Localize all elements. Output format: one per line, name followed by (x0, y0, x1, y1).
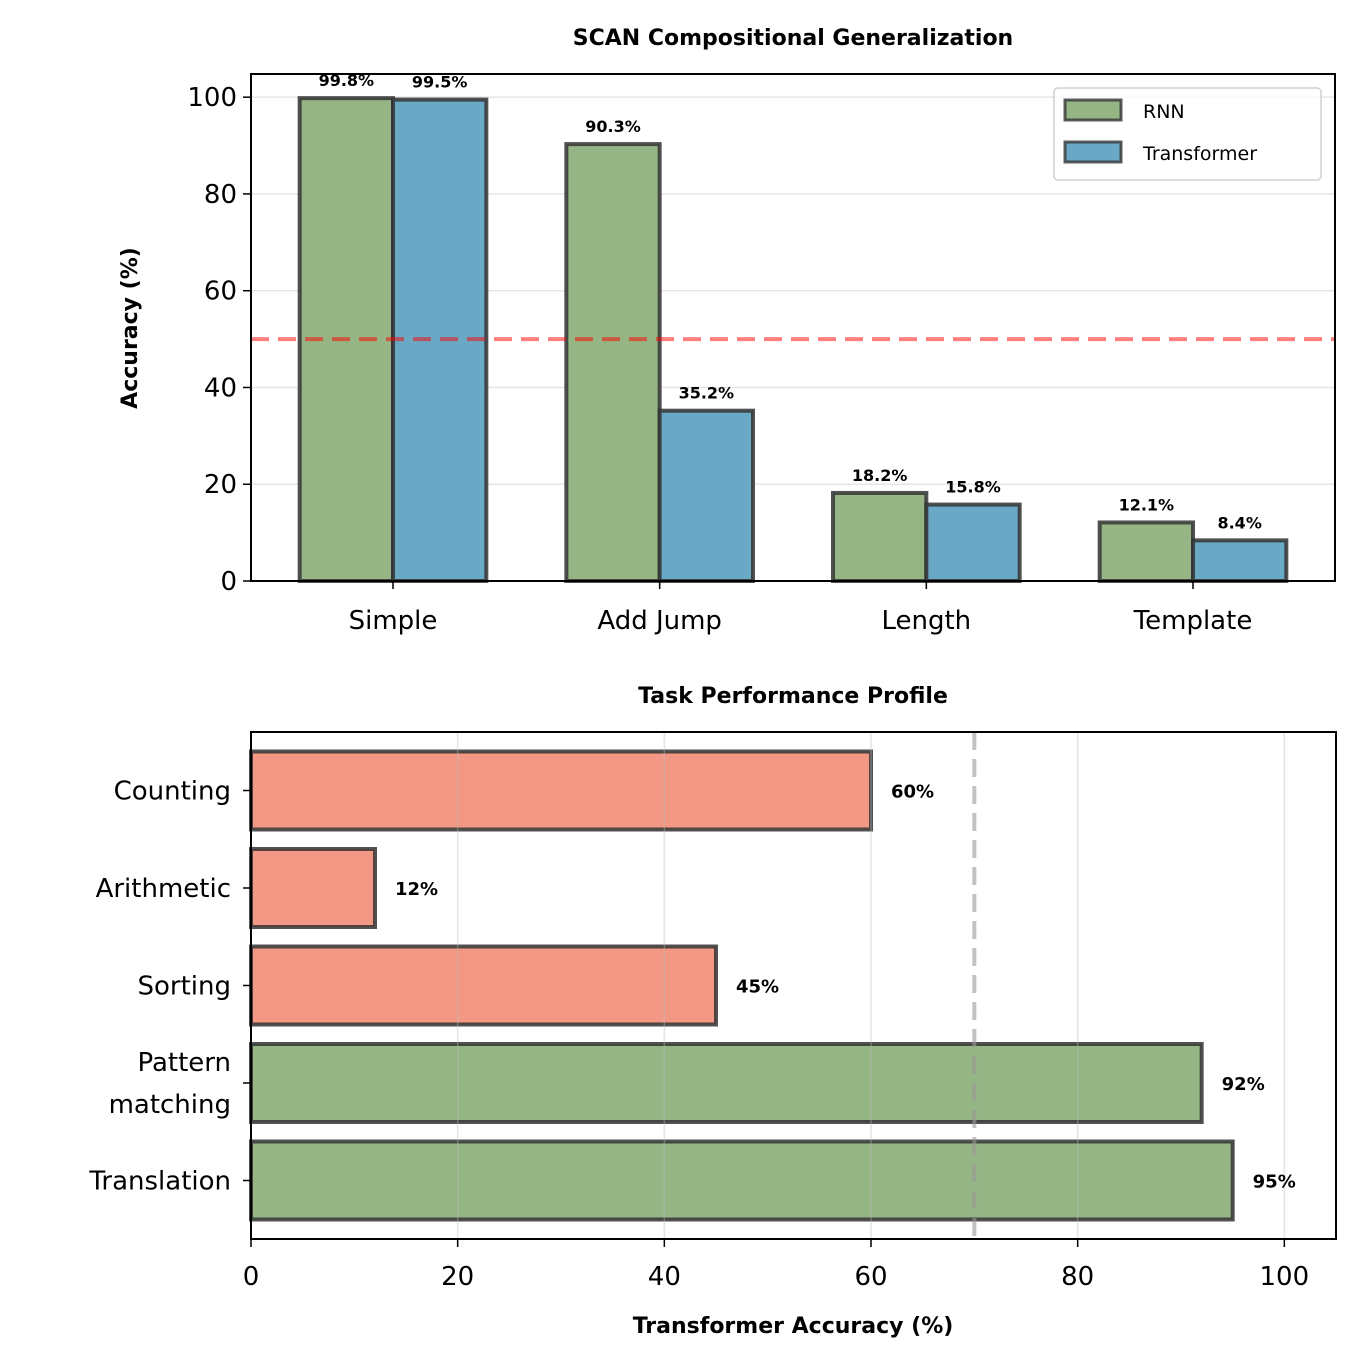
top-chart-y-axis-label: Accuracy (%) (118, 247, 143, 409)
bottom-y-ticks: Counting Arithmetic Sorting Pattern matching… (88, 777, 251, 1197)
bar-task (249, 944, 718, 1027)
x-tick-label: 60 (854, 1262, 887, 1292)
value-label: 90.3% (585, 117, 641, 136)
value-label: 35.2% (679, 384, 735, 403)
value-label: 12.1% (1119, 495, 1175, 514)
bar-transformer (657, 408, 756, 583)
y-tick-label: matching (109, 1090, 231, 1120)
top-bars (297, 96, 1289, 584)
bottom-bars (249, 749, 1235, 1222)
value-label: 12% (395, 879, 438, 900)
value-label: 18.2% (852, 466, 908, 485)
y-tick-label: Arithmetic (96, 874, 231, 904)
value-label: 60% (891, 782, 934, 803)
x-tick-label: Template (1133, 606, 1253, 636)
legend-label-transformer: Transformer (1142, 143, 1257, 165)
legend: RNN Transformer (1053, 87, 1322, 181)
x-tick-label: 100 (1260, 1262, 1310, 1292)
x-tick-label: Add Jump (597, 606, 722, 636)
y-tick-label: 100 (187, 83, 237, 113)
value-label: 99.5% (412, 73, 468, 92)
x-tick-label: 0 (243, 1262, 260, 1292)
top-chart: SCAN Compositional Generalization Accura… (118, 26, 1336, 636)
y-tick-label: Translation (88, 1167, 231, 1197)
x-tick-label: 20 (441, 1262, 474, 1292)
y-tick-label: 80 (204, 180, 237, 210)
top-value-labels: 99.8% 90.3% 18.2% 12.1% 99.5% 35.2% 15.8% 8.4% (319, 71, 1262, 532)
x-tick-label: 40 (648, 1262, 681, 1292)
value-label: 99.8% (319, 71, 375, 90)
top-x-ticks: Simple Add Jump Length Template (349, 581, 1253, 636)
value-label: 95% (1253, 1172, 1296, 1193)
y-tick-label: Sorting (137, 972, 231, 1002)
y-tick-label: 40 (204, 373, 237, 403)
legend-label-rnn: RNN (1143, 101, 1185, 123)
bottom-x-ticks: 0 20 40 60 80 100 (243, 1239, 1309, 1292)
bar-task (249, 1139, 1235, 1222)
bar-transformer (1191, 538, 1289, 583)
y-tick-label: 0 (220, 567, 237, 597)
value-label: 8.4% (1217, 513, 1261, 532)
legend-swatch-rnn (1063, 98, 1123, 122)
bar-task (249, 847, 377, 929)
legend-swatch-transformer (1063, 140, 1123, 164)
x-tick-label: Length (881, 606, 971, 636)
bottom-chart-x-axis-label: Transformer Accuracy (%) (633, 1314, 954, 1339)
bar-rnn (831, 490, 929, 583)
value-label: 92% (1222, 1074, 1265, 1095)
bar-task (249, 749, 873, 832)
bottom-chart: Task Performance Profile Transformer Acc… (88, 684, 1337, 1339)
y-tick-label: 20 (204, 470, 237, 500)
y-tick-label: 60 (204, 277, 237, 307)
top-chart-title: SCAN Compositional Generalization (573, 26, 1013, 51)
top-plot-frame (250, 73, 1336, 582)
bar-rnn (1097, 520, 1195, 584)
bottom-chart-title: Task Performance Profile (638, 684, 948, 709)
y-tick-label: Pattern (137, 1048, 231, 1078)
x-tick-label: Simple (349, 606, 438, 636)
top-y-ticks: 0 20 40 60 80 100 (187, 83, 251, 597)
x-tick-label: 80 (1061, 1262, 1094, 1292)
value-label: 45% (736, 977, 779, 998)
bottom-value-labels: 60% 12% 45% 92% 95% (395, 782, 1296, 1193)
bar-transformer (924, 502, 1022, 584)
bar-task (249, 1042, 1204, 1124)
y-tick-label: Counting (114, 777, 231, 807)
value-label: 15.8% (945, 478, 1001, 497)
bar-rnn (564, 142, 662, 584)
